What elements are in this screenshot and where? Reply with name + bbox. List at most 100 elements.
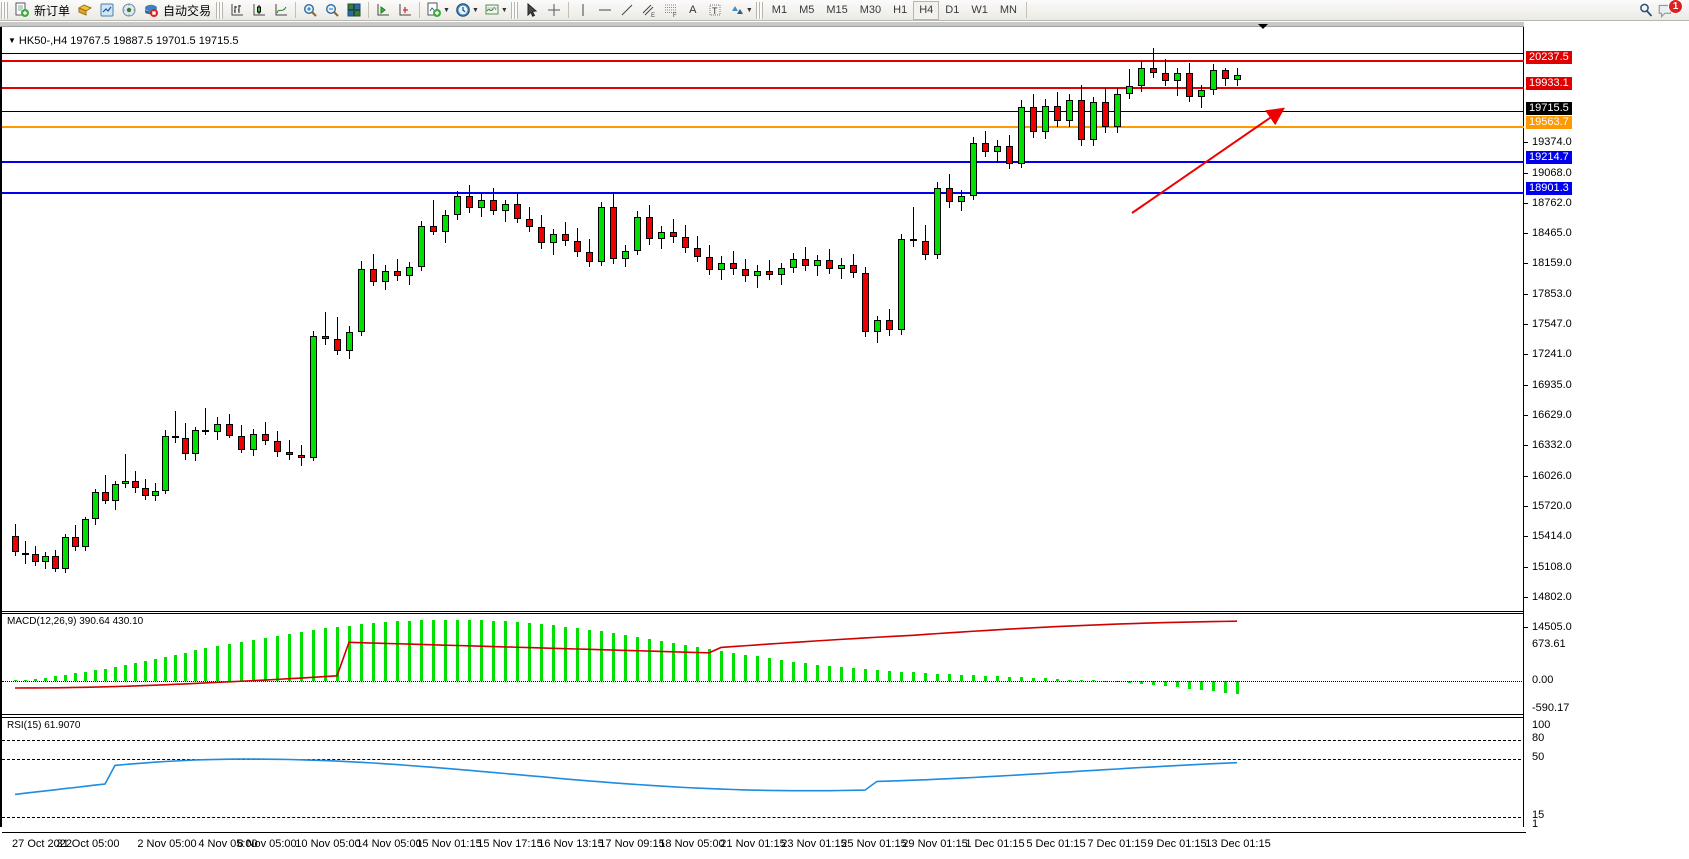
chart-shift-icon[interactable] <box>394 1 416 20</box>
crosshair-icon[interactable] <box>543 1 565 20</box>
price-tag[interactable]: 19715.5 <box>1526 102 1572 115</box>
price-level-line[interactable] <box>2 53 1526 54</box>
price-tag[interactable]: 19214.7 <box>1526 151 1572 164</box>
rsi-axis-label: 80 <box>1532 732 1545 744</box>
price-tag[interactable]: 18901.3 <box>1526 182 1572 195</box>
macd-bar <box>900 671 903 681</box>
macd-bar <box>384 622 387 681</box>
timeframe-m30[interactable]: M30 <box>859 4 882 16</box>
new-order-label[interactable]: 新订单 <box>34 3 71 18</box>
chart-plot-area[interactable]: ▼ HK50-,H4 19767.5 19887.5 19701.5 19715.… <box>0 27 1526 859</box>
macd-bar <box>1056 678 1059 681</box>
candle-body <box>182 438 189 455</box>
macd-bar <box>732 652 735 681</box>
templates-icon[interactable] <box>481 1 503 20</box>
timeframe-m15[interactable]: M15 <box>826 4 848 16</box>
indicators-icon[interactable] <box>423 1 445 20</box>
equidistant-channel-icon[interactable]: E <box>638 1 660 20</box>
price-level-line[interactable] <box>2 87 1526 89</box>
auto-trading-label[interactable]: 自动交易 <box>163 3 212 18</box>
scrollbar-thumb[interactable] <box>0 22 1524 26</box>
candle-body <box>826 260 833 269</box>
time-axis-label: 2 Nov 05:00 <box>137 838 197 850</box>
price-axis[interactable]: 20237.5 19933.1 19715.5 19563.7 19214.7 18901… <box>1524 27 1689 830</box>
price-tag[interactable]: 19563.7 <box>1526 116 1572 129</box>
toolbar-grip[interactable] <box>1 1 8 19</box>
auto-scroll-icon[interactable] <box>372 1 394 20</box>
chart-menu-caret[interactable]: ▼ <box>8 36 16 45</box>
data-window-icon[interactable] <box>96 1 118 20</box>
timeframe-m5[interactable]: M5 <box>799 4 815 16</box>
zoom-out-icon[interactable] <box>321 1 343 20</box>
rsi-pane: RSI(15) 61.9070 <box>2 717 1526 827</box>
period-clock-icon[interactable] <box>452 1 474 20</box>
candle-body <box>574 241 581 253</box>
line-chart-icon[interactable] <box>270 1 292 20</box>
period-dropdown-arrow[interactable]: ▼ <box>471 6 479 14</box>
vertical-line-icon[interactable] <box>572 1 594 20</box>
time-axis-label: 25 Nov 01:15 <box>841 838 907 850</box>
price-level-line[interactable] <box>2 161 1526 163</box>
macd-bar <box>372 623 375 681</box>
templates-dropdown-arrow[interactable]: ▼ <box>500 6 508 14</box>
time-axis-label: 18 Nov 05:00 <box>659 838 725 850</box>
navigator-icon[interactable] <box>118 1 140 20</box>
macd-bar <box>216 646 219 681</box>
new-order-icon[interactable] <box>11 1 33 20</box>
auto-trading-icon[interactable] <box>140 1 162 20</box>
candlestick-chart-icon[interactable] <box>248 1 270 20</box>
toolbar-grip-2[interactable] <box>216 1 224 19</box>
chart-scrollbar[interactable] <box>0 22 1524 27</box>
candle-body <box>394 270 401 276</box>
arrows-dropdown-arrow[interactable]: ▼ <box>745 6 753 14</box>
toolbar-grip-4[interactable] <box>755 1 763 19</box>
candle-body <box>430 226 437 233</box>
candle-body <box>670 232 677 238</box>
price-tick-label: 17853.0 <box>1532 288 1572 300</box>
price-tag[interactable]: 20237.5 <box>1526 51 1572 64</box>
toolbar-grip-3[interactable] <box>510 1 518 19</box>
text-label-icon[interactable]: T <box>704 1 726 20</box>
macd-bar <box>104 668 107 681</box>
market-watch-icon[interactable] <box>74 1 96 20</box>
notifications-button[interactable]: 1 <box>1657 0 1683 20</box>
price-level-line[interactable] <box>2 111 1526 112</box>
timeframe-w1[interactable]: W1 <box>971 4 988 16</box>
timeframe-m1[interactable]: M1 <box>771 4 788 16</box>
candle-body <box>970 143 977 196</box>
candle-wick <box>913 207 914 248</box>
candle-body <box>874 320 881 333</box>
price-level-line[interactable] <box>2 192 1526 194</box>
timeframe-h1[interactable]: H1 <box>893 4 908 16</box>
candle-body <box>1114 94 1121 128</box>
price-tick-label: 18465.0 <box>1532 227 1572 239</box>
macd-bar <box>396 621 399 681</box>
price-tag[interactable]: 19933.1 <box>1526 77 1572 90</box>
text-icon[interactable]: A <box>689 4 697 16</box>
fibonacci-icon[interactable]: F <box>660 1 682 20</box>
price-tick <box>1524 536 1528 537</box>
candle-body <box>958 195 965 203</box>
timeframe-h4[interactable]: H4 <box>913 0 940 20</box>
search-icon[interactable] <box>1635 1 1657 20</box>
candle-body <box>694 248 701 258</box>
macd-bar <box>1020 677 1023 681</box>
price-level-line[interactable] <box>2 126 1526 128</box>
cursor-icon[interactable] <box>521 1 543 20</box>
bar-chart-icon[interactable] <box>226 1 248 20</box>
notification-badge: 1 <box>1668 0 1683 14</box>
time-axis-label: 9 Dec 01:15 <box>1147 838 1207 850</box>
arrows-icon[interactable] <box>726 1 748 20</box>
macd-bar <box>44 677 47 681</box>
candle-body <box>454 195 461 216</box>
trendline-icon[interactable] <box>616 1 638 20</box>
price-level-line[interactable] <box>2 60 1526 62</box>
tile-windows-icon[interactable] <box>343 1 365 20</box>
zoom-in-icon[interactable] <box>299 1 321 20</box>
indicators-dropdown-arrow[interactable]: ▼ <box>443 6 450 14</box>
timeframe-d1[interactable]: D1 <box>945 4 960 16</box>
timeframe-mn[interactable]: MN <box>999 4 1017 16</box>
horizontal-line-icon[interactable] <box>594 1 616 20</box>
macd-bar <box>540 624 543 681</box>
candle-body <box>1126 86 1133 95</box>
